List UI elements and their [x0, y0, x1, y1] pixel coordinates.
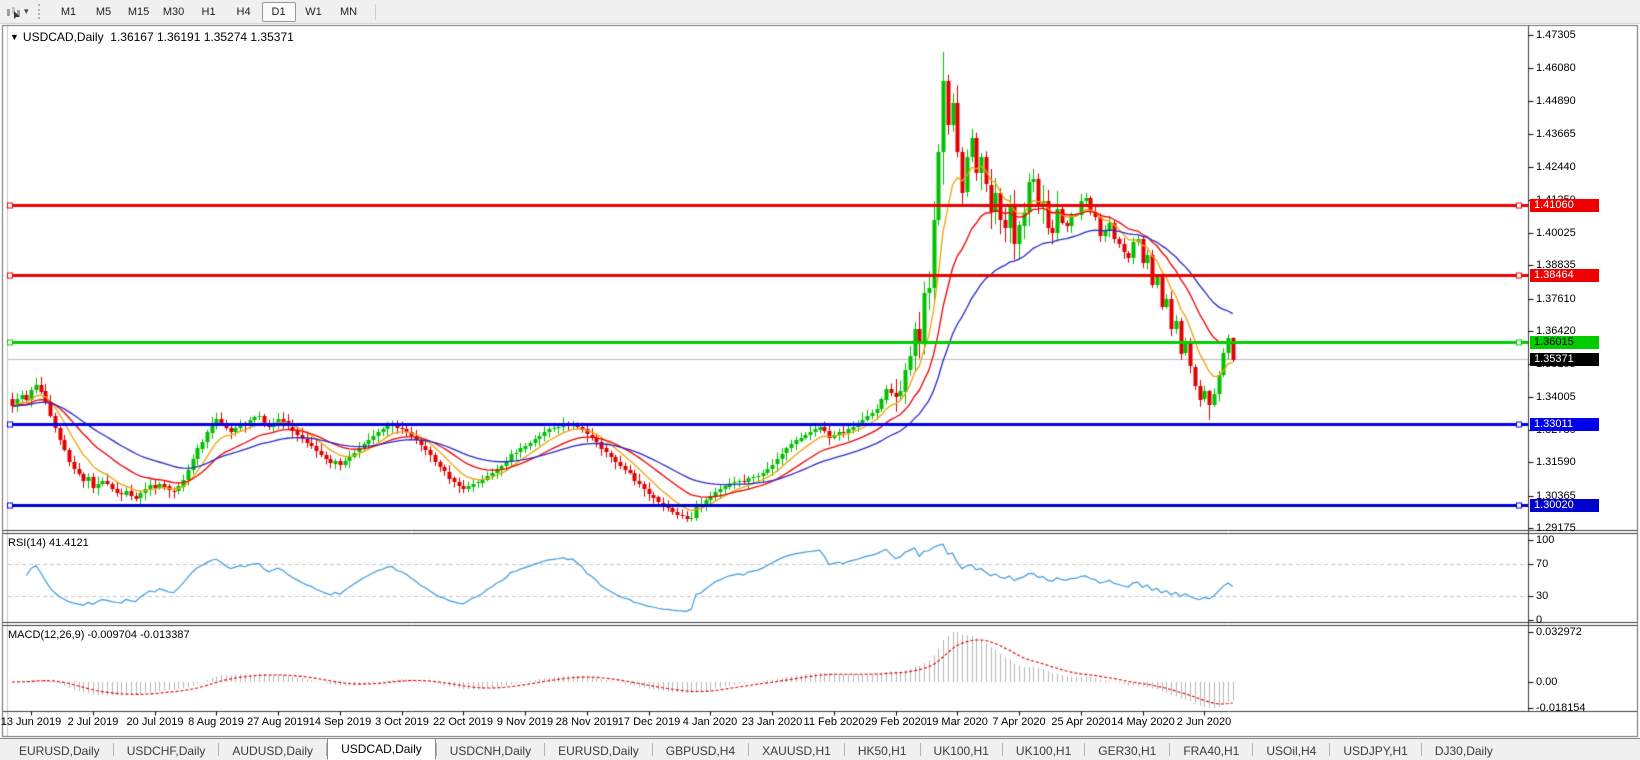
timeframe-button-w1[interactable]: W1	[305, 5, 322, 18]
tab-separator	[1329, 743, 1331, 756]
price-axis[interactable]	[1529, 30, 1639, 710]
tab-separator	[748, 743, 750, 756]
rsi-label: RSI(14) 41.4121	[8, 537, 89, 549]
tab-separator	[1084, 743, 1086, 756]
timeframe-button-m5[interactable]: M5	[95, 5, 112, 18]
tab-eurusd-daily[interactable]: EURUSD,Daily	[19, 744, 100, 758]
rsi-panel[interactable]	[8, 536, 1528, 620]
timeframe-button-h4[interactable]: H4	[236, 5, 251, 18]
tab-uk100-h1[interactable]: UK100,H1	[1015, 744, 1072, 758]
tab-separator	[112, 743, 114, 756]
timeframe-button-d1[interactable]: D1	[261, 1, 296, 22]
tab-separator	[435, 743, 437, 756]
chart-title: ▼ USDCAD,Daily 1.36167 1.36191 1.35274 1.…	[10, 30, 294, 44]
tab-usoil-h4[interactable]: USOil,H4	[1266, 744, 1317, 758]
toolbar-grip	[37, 4, 44, 19]
tab-usdchf-daily[interactable]: USDCHF,Daily	[126, 744, 206, 758]
macd-label: MACD(12,26,9) -0.009704 -0.013387	[8, 629, 190, 641]
candlestick-chart-icon	[7, 6, 20, 19]
tab-xauusd-h1[interactable]: XAUUSD,H1	[762, 744, 831, 758]
chart-mode-button[interactable]: ▾	[3, 4, 32, 20]
tab-eurusd-daily[interactable]: EURUSD,Daily	[558, 744, 639, 758]
tab-separator	[1001, 743, 1003, 756]
tab-fra40-h1[interactable]: FRA40,H1	[1183, 744, 1240, 758]
tab-uk100-h1[interactable]: UK100,H1	[933, 744, 989, 758]
tab-hk50-h1[interactable]: HK50,H1	[857, 744, 907, 758]
tab-usdcnh-daily[interactable]: USDCNH,Daily	[449, 744, 532, 758]
timeframe-button-h1[interactable]: H1	[201, 5, 216, 18]
tab-gbpusd-h4[interactable]: GBPUSD,H4	[665, 744, 736, 758]
tab-separator	[919, 743, 921, 756]
main-plot-area[interactable]	[8, 30, 1528, 530]
timeframe-button-m15[interactable]: M15	[127, 5, 150, 18]
dropdown-caret-icon: ▾	[24, 6, 29, 16]
tab-usdcad-daily[interactable]: USDCAD,Daily	[327, 738, 436, 760]
macd-panel[interactable]	[8, 627, 1528, 710]
tab-ger30-h1[interactable]: GER30,H1	[1098, 744, 1157, 758]
toolbar-separator	[374, 3, 376, 20]
timeframe-button-m1[interactable]: M1	[60, 5, 77, 18]
tab-separator	[843, 743, 845, 756]
tab-separator	[1252, 743, 1254, 756]
timeframe-button-m30[interactable]: M30	[162, 5, 185, 18]
tab-audusd-daily[interactable]: AUDUSD,Daily	[232, 744, 314, 758]
collapse-marker-icon[interactable]: ▼	[10, 32, 19, 42]
tab-dj30-daily[interactable]: DJ30,Daily	[1434, 744, 1493, 758]
toolbar: ▾ M1 M5 M15 M30 H1 H4 D1 W1 MN	[0, 0, 1640, 24]
tab-separator	[326, 743, 328, 756]
symbol-tab-bar: EURUSD,Daily USDCHF,Daily AUDUSD,Daily USDC…	[0, 738, 1640, 760]
ohlc-values: 1.36167 1.36191 1.35274 1.35371	[110, 30, 294, 44]
timeframe-buttons: M1 M5 M15 M30 H1 H4 D1 W1 MN	[52, 1, 367, 22]
tab-usdjpy-h1[interactable]: USDJPY,H1	[1343, 744, 1408, 758]
tab-separator	[1420, 743, 1422, 756]
symbol-period-label: USDCAD,Daily	[22, 30, 104, 44]
timeframe-button-mn[interactable]: MN	[339, 5, 358, 18]
tab-separator	[218, 743, 220, 756]
tab-separator	[1169, 743, 1171, 756]
date-axis[interactable]	[8, 712, 1528, 736]
tab-separator	[544, 743, 546, 756]
tab-separator	[651, 743, 653, 756]
